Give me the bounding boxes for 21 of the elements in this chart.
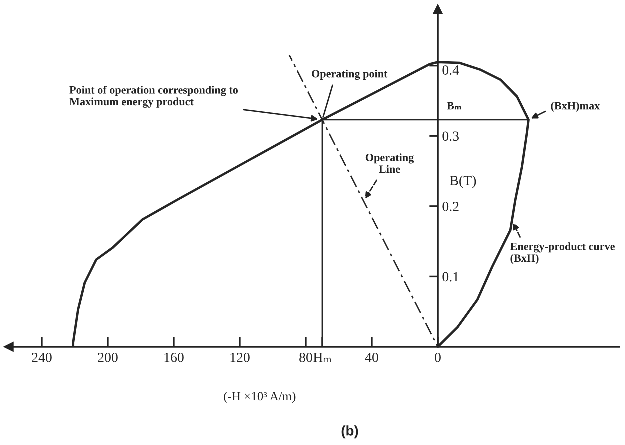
x-tick-label: 0 [435,352,441,362]
x-tick-label: 160 [164,352,184,362]
x-tick-label: 200 [98,352,118,362]
annotation: Point of operation corresponding to Maximum energy product [70,86,238,108]
text: (b) [342,426,358,439]
y-tick-label: 0.4 [442,66,460,76]
y-tick-label: 0.1 [442,272,459,282]
annotation: Energy-product curve (BxH) [510,242,615,264]
x-axis-title: (-H ×10³ A/m) [224,392,296,404]
y-tick-label: 0.3 [442,132,459,142]
annotation: Bₘ [447,102,462,110]
x-tick-label: Hₘ [314,353,331,362]
x-tick-label: 40 [365,352,378,362]
x-tick-label: 80 [300,352,312,362]
annotation: Operating point [312,70,388,80]
annotation: Operating Line [366,154,414,174]
y-axis-title: B(T) [450,176,476,188]
y-tick-label: 0.2 [442,202,459,212]
x-tick-label: 240 [32,352,52,362]
x-tick-label: 120 [230,352,250,362]
annotation: (BxH)max [551,102,600,112]
